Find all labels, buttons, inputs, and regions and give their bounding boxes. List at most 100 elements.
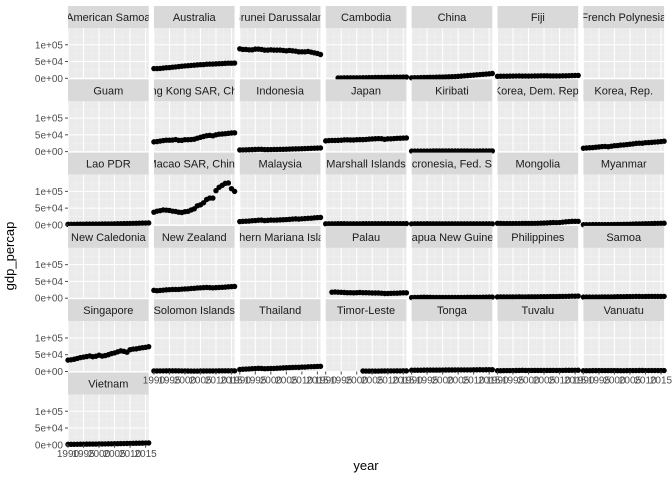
facet-american-samoa: American Samoa <box>66 6 151 79</box>
facet-strip-label: Korea, Dem. Rep. <box>494 85 582 97</box>
data-point <box>146 440 152 446</box>
facet-strip <box>325 299 407 322</box>
facet-strip <box>68 6 149 28</box>
facet-strip <box>497 225 579 248</box>
x-tick-label: 1995 <box>588 376 611 387</box>
x-tick-label: 1990 <box>400 376 423 387</box>
y-tick-label: 0e+00 <box>35 367 64 378</box>
facet-strip <box>239 225 321 248</box>
facet-strip-label: American Samoa <box>66 12 151 24</box>
facet-lao-pdr: Lao PDR <box>65 152 152 227</box>
x-tick-label: 1990 <box>57 449 80 460</box>
facet-strip <box>583 6 665 28</box>
data-point <box>575 218 581 225</box>
data-point <box>575 72 581 79</box>
facet-strip <box>153 299 235 322</box>
y-tick-label: 5e+04 <box>35 277 64 288</box>
x-tick-label: 2010 <box>463 376 486 387</box>
facet-indonesia: Indonesia <box>237 79 324 153</box>
y-axis-title: gdp_percap <box>2 222 17 291</box>
data-point <box>661 293 667 300</box>
facet-strip-label: Indonesia <box>256 85 305 97</box>
facet-korea-dem-rep: Korea, Dem. Rep. <box>494 79 582 153</box>
facet-vietnam: Vietnam <box>65 372 152 448</box>
x-axis-title: year <box>353 458 379 473</box>
x-tick-label: 1990 <box>572 376 595 387</box>
y-tick-label: 5e+04 <box>35 204 64 215</box>
data-point <box>146 220 152 226</box>
data-point <box>231 188 238 195</box>
y-tick-label: 1e+05 <box>35 260 64 271</box>
x-tick-label: 2015 <box>306 376 329 387</box>
data-point <box>403 368 410 374</box>
x-tick-label: 1990 <box>315 376 338 387</box>
data-point <box>575 367 581 373</box>
x-tick-label: 1995 <box>72 449 95 460</box>
x-tick-label: 2000 <box>603 376 626 387</box>
x-tick-label: 2000 <box>260 376 283 387</box>
facet-singapore: Singapore <box>65 299 152 372</box>
facet-strip-label: New Zealand <box>162 232 227 244</box>
facet-strip <box>583 225 665 248</box>
facet-mongolia: Mongolia <box>494 152 581 227</box>
facet-korea-rep: Korea, Rep. <box>580 79 667 153</box>
facet-strip <box>497 6 579 28</box>
data-point <box>575 293 581 299</box>
facet-macao-sar-china: Macao SAR, China <box>151 152 238 226</box>
facet-strip-label: Guam <box>93 85 123 97</box>
facet-strip-label: Myanmar <box>601 159 647 171</box>
y-tick-label: 1e+05 <box>35 40 64 51</box>
facet-strip <box>583 79 665 102</box>
x-tick-label: 1995 <box>330 376 353 387</box>
facet-strip <box>325 79 407 102</box>
facet-kiribati: Kiribati <box>408 79 495 154</box>
facet-strip <box>239 79 321 102</box>
y-tick-label: 5e+04 <box>35 57 64 68</box>
facet-strip <box>68 225 149 248</box>
facet-strip <box>583 152 665 175</box>
facet-brunei-darussalam: Brunei Darussalam <box>233 6 327 79</box>
data-point <box>146 343 152 350</box>
facet-strip <box>411 79 493 102</box>
facet-strip <box>239 299 321 322</box>
facet-strip <box>153 225 235 248</box>
facet-palau: Palau <box>325 225 410 299</box>
facet-strip <box>411 225 493 248</box>
facet-timor-leste: Timor-Leste <box>325 299 410 374</box>
facet-thailand: Thailand <box>237 299 324 373</box>
y-tick-label: 0e+00 <box>35 147 64 158</box>
facet-new-zealand: New Zealand <box>151 225 238 299</box>
x-tick-label: 1995 <box>158 376 181 387</box>
data-point <box>317 363 324 370</box>
facet-strip <box>411 299 493 322</box>
x-tick-label: 2005 <box>103 449 126 460</box>
facet-strip <box>411 6 493 28</box>
facet-japan: Japan <box>323 79 410 153</box>
facet-micronesia-fed-sts: Micronesia, Fed. Sts. <box>408 152 495 227</box>
facet-strip-label: Vanuatu <box>604 305 644 317</box>
facet-strip-label: Papua New Guinea <box>404 232 500 244</box>
facet-strip-label: French Polynesia <box>581 12 667 24</box>
facet-strip-label: Korea, Rep. <box>594 85 653 97</box>
facet-strip-label: Northern Mariana Islands <box>218 232 342 244</box>
facet-hong-kong-sar-china: Hong Kong SAR, China <box>151 79 238 153</box>
x-tick-label: 2005 <box>275 376 298 387</box>
facet-fiji: Fiji <box>494 6 581 79</box>
y-tick-label: 0e+00 <box>35 74 64 85</box>
facet-strip-label: Australia <box>173 12 217 24</box>
facet-northern-mariana-islands: Northern Mariana Islands <box>218 225 342 299</box>
x-tick-label: 1990 <box>486 376 509 387</box>
facet-strip-label: Tuvalu <box>522 305 555 317</box>
x-tick-label: 2010 <box>377 376 400 387</box>
data-point <box>403 220 410 227</box>
facet-strip-label: Solomon Islands <box>154 305 236 317</box>
facet-strip-label: Brunei Darussalam <box>233 12 327 24</box>
x-tick-label: 2010 <box>634 376 657 387</box>
x-tick-label: 1995 <box>244 376 267 387</box>
facet-strip <box>497 299 579 322</box>
data-point <box>403 290 410 296</box>
facet-strip-label: Marshall Islands <box>326 159 406 171</box>
facet-tuvalu: Tuvalu <box>494 299 581 374</box>
data-point <box>231 368 238 374</box>
x-tick-label: 1995 <box>416 376 439 387</box>
